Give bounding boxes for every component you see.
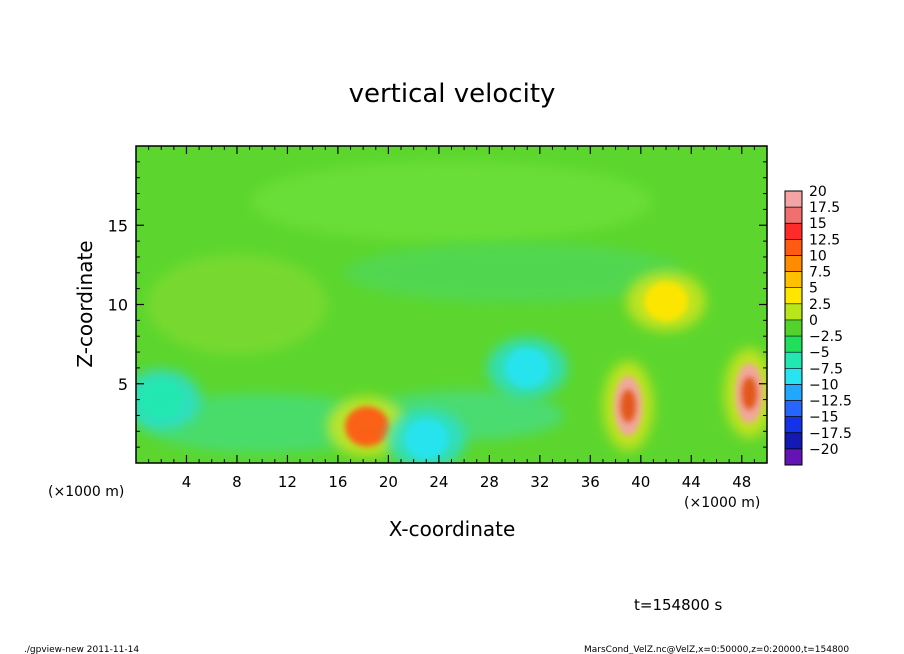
colorbar-label: −15 [809,410,839,426]
updraft-peak [620,389,636,423]
footer-right: MarsCond_VelZ.nc@VelZ,x=0:50000,z=0:2000… [584,645,849,654]
field-zone [146,254,327,355]
footer-left: ./gpview-new 2011-11-14 [24,645,139,654]
colorbar-swatch [785,352,802,369]
colorbar-label: 17.5 [809,200,840,216]
updraft-core [644,281,689,322]
colorbar-swatch [785,448,802,466]
field-features [136,161,767,463]
y-axis: 5 10 15 [108,161,767,448]
x-tick-label: 48 [732,473,751,491]
colorbar-label: −10 [809,377,839,393]
x-tick-label: 20 [379,473,398,491]
colorbar-swatch [785,336,802,353]
plot-area [136,146,767,463]
x-tick-label: 32 [530,473,549,491]
colorbar-label: 2.5 [809,297,831,313]
x-tick-label: 12 [278,473,297,491]
field-zone [142,393,383,454]
x-tick-label: 16 [328,473,347,491]
chart-title: vertical velocity [349,79,556,109]
colorbar-swatch [785,416,802,434]
x-tick-label: 44 [682,473,701,491]
colorbar-label: 20 [809,184,827,200]
time-label: t=154800 s [634,596,722,614]
colorbar-label: −5 [809,345,830,361]
colorbar-label: −12.5 [809,394,852,410]
x-axis: 4 8 12 16 20 24 28 32 36 40 44 48 [148,146,755,491]
colorbar-swatch [785,303,802,321]
colorbar-swatch [785,271,802,289]
colorbar-swatch [785,191,802,208]
y-tick-label: 5 [118,375,128,394]
x-axis-label: X-coordinate [389,517,516,541]
downdraft-core [404,419,449,460]
colorbar-swatch [785,223,802,240]
x-tick-label: 28 [480,473,499,491]
colorbar-label: −20 [809,442,839,458]
colorbar: 2017.51512.5107.552.50−2.5−5−7.5−10−12.5… [784,184,852,466]
colorbar-swatch [785,368,802,385]
colorbar-swatch [785,432,802,450]
colorbar-label: 7.5 [809,265,831,281]
x-tick-label: 4 [182,473,192,491]
colorbar-swatch [785,400,802,418]
x-tick-label: 24 [429,473,448,491]
colorbar-label: −17.5 [809,426,852,442]
y-tick-label: 10 [108,296,128,315]
colorbar-label: 12.5 [809,232,840,248]
downdraft-core [505,347,550,388]
downdraft-core [139,379,184,420]
colorbar-label: −2.5 [809,329,843,345]
colorbar-swatch [785,239,802,256]
x-tick-label: 8 [232,473,242,491]
colorbar-label: 15 [809,216,827,232]
colorbar-label: −7.5 [809,361,843,377]
x-tick-label: 36 [581,473,600,491]
updraft-core [344,406,389,447]
colorbar-swatch [785,255,802,273]
y-tick-label: 15 [108,216,128,235]
field-zone [344,242,685,303]
colorbar-swatch [785,287,802,305]
colorbar-swatch [785,319,802,337]
colorbar-label: 10 [809,248,827,264]
y-axis-label: Z-coordinate [73,240,97,367]
colorbar-label: 5 [809,281,818,297]
x-axis-unit-right: (×1000 m) [684,495,760,511]
updraft-peak [741,376,758,410]
colorbar-swatch [785,207,802,224]
x-axis-unit-left: (×1000 m) [48,484,124,500]
x-tick-label: 40 [631,473,650,491]
colorbar-label: 0 [809,313,818,329]
field-zone [251,161,652,242]
colorbar-swatch [785,384,802,402]
